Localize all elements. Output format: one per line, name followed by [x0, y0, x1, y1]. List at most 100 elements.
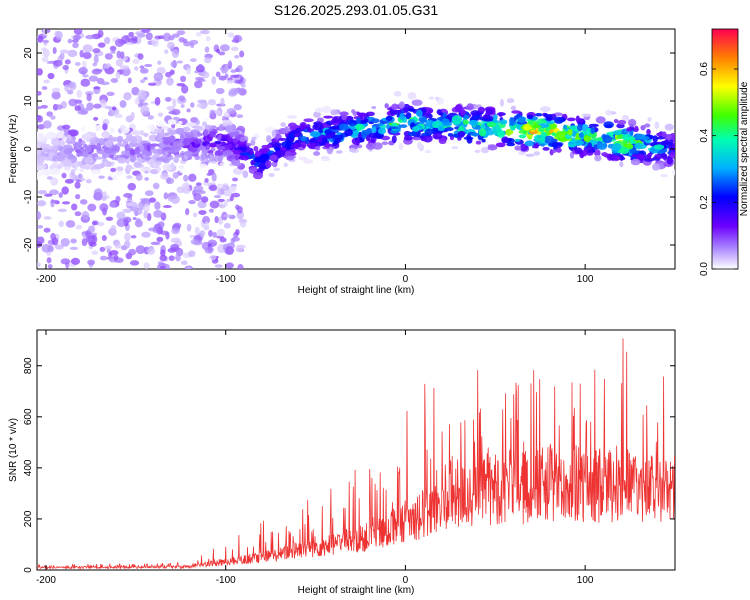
spectrogram-ridge-mark [514, 138, 521, 142]
spectrogram-noise-mark [54, 244, 64, 250]
spectrogram-ridge-mark [531, 124, 542, 129]
spectrogram-noise-mark [128, 31, 135, 37]
spectrogram-ridge-mark [61, 140, 66, 148]
spectrogram-ridge-mark [407, 131, 417, 137]
spectrogram-noise-mark [68, 98, 78, 107]
spectrogram-ridge-mark [567, 117, 576, 122]
spectrogram-ridge-mark [37, 133, 46, 142]
spectrogram-ridge-mark [478, 128, 487, 137]
spectrogram-noise-mark [126, 202, 134, 207]
spectrogram-ridge-mark [155, 119, 167, 127]
spectrogram-ridge-mark [306, 142, 317, 148]
snr-x-label: Height of straight line (km) [298, 585, 415, 596]
spectrogram-noise-mark [176, 82, 186, 87]
spectrogram-ridge-mark [37, 141, 43, 147]
spectrogram-noise-mark [51, 87, 61, 93]
spectrogram-ridge-mark [66, 140, 76, 144]
spectrogram-noise-mark [188, 250, 196, 258]
spectrogram-ridge-mark [620, 145, 626, 153]
spectrogram-ridge-mark [506, 142, 516, 147]
spectrogram-noise-mark [230, 237, 236, 244]
spectrogram-ridge-mark [314, 146, 321, 151]
spectrogram-noise-mark [190, 42, 195, 49]
spectrogram-noise-mark [148, 227, 157, 232]
spectrogram-ridge-mark [485, 107, 491, 114]
spectrogram-noise-mark [164, 49, 169, 54]
spectrogram-ridge-mark [288, 122, 297, 129]
spectrogram-noise-mark [115, 71, 121, 80]
spectrogram-noise-mark [225, 262, 234, 269]
spectrogram-noise-mark [195, 119, 200, 125]
spectrogram-noise-mark [37, 200, 47, 207]
spectrogram-ridge-mark [545, 120, 556, 125]
spectrogram-noise-mark [42, 120, 52, 129]
spectrogram-ridge-mark [563, 124, 568, 130]
spectrogram-noise-mark [37, 224, 44, 229]
y-tick-label: 400 [23, 459, 34, 476]
spectrogram-ridge-mark [232, 162, 242, 167]
spectrogram-ridge-mark [619, 161, 624, 168]
spectrogram-ridge-mark [574, 147, 583, 154]
spectrogram-ridge-mark [470, 132, 479, 137]
spectrogram-noise-mark [227, 32, 234, 38]
spectrogram-y-label: Frequency (Hz) [8, 115, 19, 184]
spectrogram-noise-mark [102, 191, 107, 199]
spectrogram-ridge-mark [115, 170, 123, 176]
spectrogram-noise-mark [219, 44, 230, 52]
spectrogram-noise-mark [73, 34, 82, 41]
spectrogram-ridge-mark [668, 151, 675, 159]
spectrogram-ridge-mark [601, 152, 608, 157]
spectrogram-noise-mark [68, 82, 75, 89]
spectrogram-noise-mark [64, 59, 71, 65]
spectrogram-ridge-mark [577, 118, 585, 123]
spectrogram-noise-mark [164, 97, 172, 102]
spectrogram-ridge-mark [398, 143, 404, 151]
spectrogram-noise-mark [186, 223, 192, 232]
spectrogram-ridge-mark [480, 146, 490, 154]
spectrogram-noise-mark [195, 32, 202, 37]
spectrogram-noise-mark [40, 104, 48, 109]
spectrogram-ridge-mark [647, 117, 652, 123]
spectrogram-noise-mark [152, 182, 160, 190]
spectrogram-ridge-mark [338, 123, 349, 131]
spectrogram-noise-mark [73, 29, 83, 35]
spectrogram-ridge-mark [168, 129, 178, 135]
spectrogram-noise-mark [135, 217, 141, 225]
spectrogram-ridge-mark [157, 157, 169, 163]
spectrogram-ridge-mark [371, 118, 380, 124]
spectrogram-ridge-mark [567, 128, 573, 136]
spectrogram-ridge-mark [424, 149, 432, 154]
colorbar-tick-label: 0.4 [699, 128, 710, 142]
spectrogram-noise-mark [197, 78, 206, 83]
spectrogram-noise-mark [217, 216, 224, 225]
spectrogram-noise-mark [59, 49, 70, 54]
spectrogram-noise-mark [67, 38, 73, 44]
spectrogram-noise-mark [205, 35, 211, 42]
spectrogram-x-ticks: -200 -100 0 100 [36, 29, 594, 285]
spectrogram-noise-mark [147, 82, 157, 86]
spectrogram-ridge-mark [301, 141, 307, 149]
spectrogram-ridge-mark [251, 136, 257, 141]
spectrogram-ridge-mark [52, 155, 57, 161]
spectrogram-noise-mark [186, 108, 191, 113]
spectrogram-ridge-mark [124, 144, 130, 152]
spectrogram-ridge-mark [298, 156, 308, 161]
spectrogram-noise-mark [37, 236, 45, 245]
spectrogram-ridge-mark [381, 141, 389, 146]
spectrogram-ridge-mark [38, 129, 45, 134]
spectrogram-ridge-mark [432, 121, 443, 127]
spectrogram-noise-mark [183, 174, 189, 182]
spectrogram-ridge-mark [90, 169, 102, 175]
spectrogram-noise-mark [130, 235, 137, 239]
spectrogram-ridge-mark [438, 137, 447, 145]
spectrogram-ridge-mark [403, 135, 413, 141]
spectrogram-ridge-mark [324, 142, 331, 148]
colorbar-ticks: 0.0 0.2 0.4 0.6 [699, 62, 738, 276]
spectrogram-noise-mark [113, 257, 124, 263]
spectrogram-ridge-mark [187, 147, 198, 153]
x-tick-label: 0 [403, 274, 409, 285]
spectrogram-ridge-mark [412, 137, 422, 141]
y-tick-label: -10 [23, 189, 34, 204]
spectrogram-noise-mark [110, 224, 117, 234]
spectrogram-ridge-mark [594, 149, 601, 157]
